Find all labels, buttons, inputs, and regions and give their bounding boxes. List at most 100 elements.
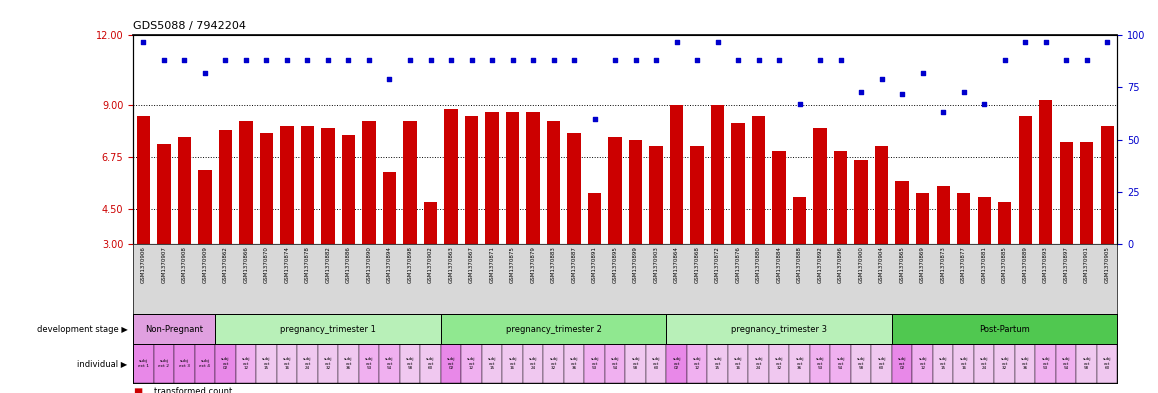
Bar xyxy=(547,121,560,313)
Bar xyxy=(670,105,683,313)
Text: subj
ect
02: subj ect 02 xyxy=(447,357,455,370)
Point xyxy=(523,57,542,64)
Text: subj
ect 4: subj ect 4 xyxy=(199,359,211,368)
Bar xyxy=(790,344,809,383)
Text: GSM1370884: GSM1370884 xyxy=(777,246,782,283)
Text: GSM1370904: GSM1370904 xyxy=(879,246,885,283)
Bar xyxy=(1056,344,1077,383)
Text: GSM1370872: GSM1370872 xyxy=(716,246,720,283)
Text: subj
ect
02: subj ect 02 xyxy=(673,357,681,370)
Point xyxy=(565,57,584,64)
Text: subj
ect
24: subj ect 24 xyxy=(529,357,537,370)
Bar xyxy=(133,344,154,383)
Bar xyxy=(851,344,871,383)
Point xyxy=(441,57,460,64)
Text: subj
ect
36: subj ect 36 xyxy=(344,357,353,370)
Bar xyxy=(650,147,662,313)
Bar xyxy=(666,344,687,383)
Bar xyxy=(301,126,314,313)
Bar xyxy=(998,202,1011,313)
Point xyxy=(1036,39,1055,45)
Bar xyxy=(769,344,790,383)
Text: Non-Pregnant: Non-Pregnant xyxy=(145,325,203,334)
Point xyxy=(1098,39,1116,45)
Bar xyxy=(588,193,601,313)
Point xyxy=(626,57,645,64)
Text: subj
ect
15: subj ect 15 xyxy=(713,357,721,370)
Text: subj
ect
32: subj ect 32 xyxy=(549,357,558,370)
Bar xyxy=(813,128,827,313)
Point xyxy=(647,57,666,64)
Bar xyxy=(585,344,604,383)
Point xyxy=(728,57,747,64)
Bar xyxy=(687,344,708,383)
Point xyxy=(339,57,358,64)
Point xyxy=(504,57,522,64)
Text: GSM1370864: GSM1370864 xyxy=(674,246,679,283)
Bar xyxy=(708,344,728,383)
Text: subj
ect
60: subj ect 60 xyxy=(652,357,660,370)
Bar xyxy=(154,344,174,383)
Text: GSM1370909: GSM1370909 xyxy=(203,246,207,283)
Text: GSM1370906: GSM1370906 xyxy=(141,246,146,283)
Text: subj
ect
32: subj ect 32 xyxy=(324,357,332,370)
Bar xyxy=(195,344,215,383)
Bar xyxy=(748,344,769,383)
Bar xyxy=(338,344,359,383)
Text: subj
ect
12: subj ect 12 xyxy=(692,357,702,370)
Text: subj
ect
53: subj ect 53 xyxy=(816,357,824,370)
Text: GSM1370862: GSM1370862 xyxy=(223,246,228,283)
Point xyxy=(318,57,337,64)
Point xyxy=(996,57,1014,64)
Bar xyxy=(809,344,830,383)
Bar xyxy=(420,344,441,383)
Bar xyxy=(236,344,256,383)
Point xyxy=(175,57,193,64)
Bar xyxy=(259,132,273,313)
Point xyxy=(422,57,440,64)
Point xyxy=(585,116,603,122)
Bar xyxy=(937,186,950,313)
Bar xyxy=(1019,116,1032,313)
Bar xyxy=(522,344,543,383)
Text: subj
ect
12: subj ect 12 xyxy=(468,357,476,370)
Text: GSM1370886: GSM1370886 xyxy=(346,246,351,283)
Text: subj
ect
54: subj ect 54 xyxy=(1062,357,1070,370)
Point xyxy=(299,57,317,64)
Point xyxy=(134,39,153,45)
Bar xyxy=(892,314,1117,344)
Text: GSM1370894: GSM1370894 xyxy=(387,246,393,283)
Point xyxy=(770,57,789,64)
Point xyxy=(852,88,871,95)
Bar xyxy=(892,344,913,383)
Text: subj
ect
58: subj ect 58 xyxy=(1083,357,1091,370)
Text: subj
ect 1: subj ect 1 xyxy=(138,359,149,368)
Bar xyxy=(424,202,438,313)
Bar xyxy=(342,135,356,313)
Bar xyxy=(732,123,745,313)
Bar xyxy=(957,193,970,313)
Bar xyxy=(482,344,503,383)
Bar xyxy=(198,170,212,313)
Bar xyxy=(219,130,232,313)
Point xyxy=(236,57,255,64)
Bar xyxy=(403,121,417,313)
Bar xyxy=(793,197,806,313)
Point xyxy=(360,57,379,64)
Bar xyxy=(174,344,195,383)
Text: subj
ect
58: subj ect 58 xyxy=(405,357,415,370)
Text: GDS5088 / 7942204: GDS5088 / 7942204 xyxy=(133,22,247,31)
Text: GSM1370865: GSM1370865 xyxy=(900,246,904,283)
Point xyxy=(975,101,994,107)
Text: subj
ect
54: subj ect 54 xyxy=(836,357,845,370)
Point xyxy=(831,57,850,64)
Text: GSM1370903: GSM1370903 xyxy=(653,246,659,283)
Bar xyxy=(834,151,848,313)
Bar xyxy=(608,137,622,313)
Text: subj
ect
53: subj ect 53 xyxy=(1041,357,1050,370)
Bar xyxy=(362,121,375,313)
Text: subj
ect
58: subj ect 58 xyxy=(631,357,640,370)
Text: GSM1370893: GSM1370893 xyxy=(1043,246,1048,283)
Bar xyxy=(871,344,892,383)
Text: GSM1370889: GSM1370889 xyxy=(1023,246,1027,283)
